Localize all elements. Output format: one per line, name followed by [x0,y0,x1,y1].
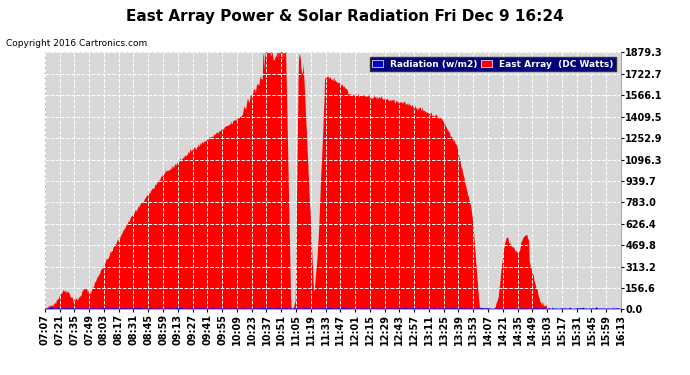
Legend: Radiation (w/m2), East Array  (DC Watts): Radiation (w/m2), East Array (DC Watts) [370,57,616,71]
Text: East Array Power & Solar Radiation Fri Dec 9 16:24: East Array Power & Solar Radiation Fri D… [126,9,564,24]
Text: Copyright 2016 Cartronics.com: Copyright 2016 Cartronics.com [6,39,147,48]
